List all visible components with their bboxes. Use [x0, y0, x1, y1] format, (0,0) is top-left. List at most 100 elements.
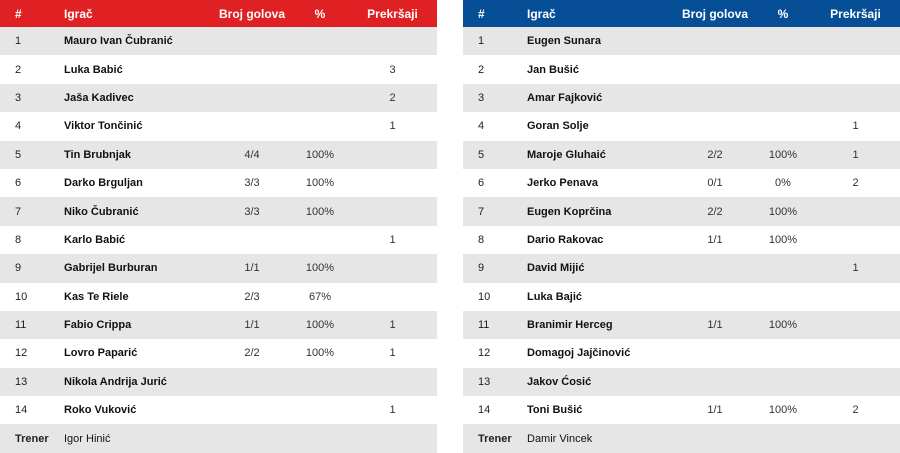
table-row: 5 Maroje Gluhaić 2/2 100% 1: [463, 140, 900, 169]
table-row: 12 Domagoj Jajčinović: [463, 339, 900, 368]
player-name: Nikola Andrija Jurić: [64, 375, 167, 388]
player-fouls: 1: [389, 319, 396, 332]
player-name: Luka Bajić: [527, 290, 583, 303]
table-row: 7 Niko Čubranić 3/3 100%: [0, 197, 437, 226]
player-goals: 2/2: [707, 205, 723, 218]
player-number: 4: [15, 120, 22, 133]
player-number: 5: [15, 148, 22, 161]
table-row: 7 Eugen Koprčina 2/2 100%: [463, 197, 900, 226]
player-number: 1: [478, 35, 485, 48]
table-row: 10 Kas Te Riele 2/3 67%: [0, 282, 437, 311]
home-table-header: # Igrač Broj golova % Prekršaji: [0, 0, 437, 27]
player-name: Tin Brubnjak: [64, 148, 132, 161]
player-percent: 100%: [305, 205, 335, 218]
header-number: #: [15, 6, 22, 21]
player-name: Darko Brguljan: [64, 177, 143, 190]
header-fouls: Prekršaji: [830, 6, 881, 21]
coach-name: Damir Vincek: [527, 432, 593, 445]
table-row: 9 David Mijić 1: [463, 254, 900, 283]
player-percent: 100%: [305, 262, 335, 275]
away-table-header: # Igrač Broj golova % Prekršaji: [463, 0, 900, 27]
player-name: Domagoj Jajčinović: [527, 347, 631, 360]
header-player: Igrač: [64, 6, 93, 21]
player-name: Mauro Ivan Čubranić: [64, 35, 173, 48]
table-row: 13 Jakov Ćosić: [463, 367, 900, 397]
player-number: 6: [478, 177, 485, 190]
table-row: 5 Tin Brubnjak 4/4 100%: [0, 140, 437, 169]
player-fouls: 1: [852, 262, 859, 275]
table-row: 3 Jaša Kadivec 2: [0, 83, 437, 113]
player-number: 10: [15, 290, 28, 303]
player-goals: 1/1: [707, 319, 723, 332]
table-row: 11 Branimir Herceg 1/1 100%: [463, 310, 900, 340]
player-goals: 4/4: [244, 148, 260, 161]
player-number: 12: [15, 347, 28, 360]
player-number: 11: [478, 319, 490, 332]
coach-row: Trener Damir Vincek: [463, 424, 900, 453]
player-name: Jakov Ćosić: [527, 375, 592, 388]
player-percent: 100%: [305, 148, 335, 161]
table-row: 4 Goran Solje 1: [463, 112, 900, 141]
player-goals: 0/1: [707, 177, 723, 190]
player-name: Dario Rakovac: [527, 233, 604, 246]
away-table-body: 1 Eugen Sunara 2 Jan Bušić 3 Amar Fajković 4 Go…: [463, 27, 900, 453]
table-row: 9 Gabrijel Burburan 1/1 100%: [0, 254, 437, 283]
player-goals: 2/3: [244, 290, 260, 303]
player-percent: 67%: [308, 290, 332, 303]
player-name: Eugen Koprčina: [527, 205, 612, 218]
player-number: 6: [15, 177, 22, 190]
player-number: 14: [15, 404, 28, 417]
player-fouls: 1: [389, 347, 396, 360]
coach-label: Trener: [478, 432, 512, 445]
header-number: #: [478, 6, 485, 21]
player-fouls: 3: [389, 63, 396, 76]
player-number: 4: [478, 120, 485, 133]
player-name: Viktor Tončinić: [64, 120, 143, 133]
header-player: Igrač: [527, 6, 556, 21]
table-row: 4 Viktor Tončinić 1: [0, 112, 437, 141]
player-fouls: 2: [852, 177, 859, 190]
player-number: 13: [478, 375, 491, 388]
player-name: Fabio Crippa: [64, 319, 132, 332]
table-row: 13 Nikola Andrija Jurić: [0, 367, 437, 397]
player-fouls: 1: [852, 148, 859, 161]
player-percent: 100%: [768, 205, 798, 218]
table-row: 3 Amar Fajković: [463, 83, 900, 113]
player-name: Eugen Sunara: [527, 35, 601, 48]
player-number: 3: [15, 91, 22, 104]
table-row: 10 Luka Bajić: [463, 282, 900, 311]
player-number: 9: [478, 262, 485, 275]
player-number: 3: [478, 91, 485, 104]
player-name: Gabrijel Burburan: [64, 262, 158, 275]
player-name: Amar Fajković: [527, 91, 603, 104]
table-row: 11 Fabio Crippa 1/1 100% 1: [0, 310, 437, 340]
header-percent: %: [314, 6, 326, 21]
table-row: 6 Jerko Penava 0/1 0% 2: [463, 168, 900, 198]
table-row: 2 Jan Bušić: [463, 55, 900, 84]
coach-label: Trener: [15, 432, 49, 445]
player-goals: 3/3: [244, 205, 260, 218]
coach-name: Igor Hinić: [64, 432, 111, 445]
table-row: 8 Karlo Babić 1: [0, 225, 437, 255]
player-name: Kas Te Riele: [64, 290, 129, 303]
player-goals: 1/1: [244, 262, 260, 275]
player-number: 11: [15, 319, 27, 332]
header-fouls: Prekršaji: [367, 6, 418, 21]
player-percent: 100%: [305, 319, 335, 332]
player-number: 9: [15, 262, 22, 275]
away-team-table: # Igrač Broj golova % Prekršaji 1 Eugen S…: [463, 0, 900, 453]
player-name: Lovro Paparić: [64, 347, 138, 360]
player-percent: 100%: [768, 319, 798, 332]
player-fouls: 1: [389, 233, 396, 246]
table-row: 14 Roko Vuković 1: [0, 396, 437, 425]
table-row: 1 Eugen Sunara: [463, 27, 900, 56]
player-name: Jaša Kadivec: [64, 91, 134, 104]
player-number: 8: [15, 233, 22, 246]
player-percent: 100%: [768, 404, 798, 417]
table-row: 12 Lovro Paparić 2/2 100% 1: [0, 339, 437, 368]
player-number: 5: [478, 148, 485, 161]
player-number: 12: [478, 347, 491, 360]
player-name: Goran Solje: [527, 120, 589, 133]
player-goals: 1/1: [707, 233, 723, 246]
player-fouls: 1: [852, 120, 859, 133]
